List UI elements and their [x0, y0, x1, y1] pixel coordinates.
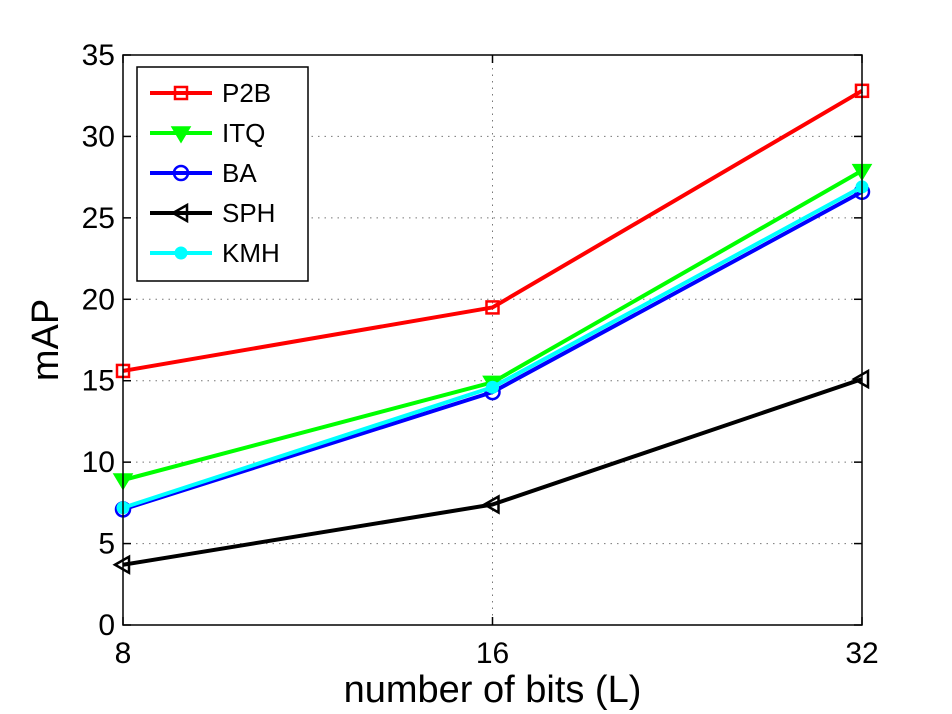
data-point-sph — [112, 554, 131, 575]
legend-item-sph: SPH — [150, 198, 275, 228]
y-tick-label: 30 — [82, 120, 115, 153]
y-tick-label: 10 — [82, 446, 115, 479]
data-point-sph — [851, 368, 870, 390]
grid-lines — [123, 55, 862, 625]
legend-item-ba: BA — [150, 158, 257, 188]
legend-label-kmh: KMH — [222, 238, 280, 268]
data-point-sph — [481, 494, 500, 515]
series-line-p2b — [122, 89, 864, 373]
legend-marker-itq — [170, 126, 192, 144]
legend-label-p2b: P2B — [222, 78, 271, 108]
axis-ticks: 0 5 10 15 20 25 30 35 8 16 32 — [82, 39, 879, 670]
legend-item-itq: ITQ — [150, 118, 265, 148]
data-point-p2b — [485, 300, 500, 315]
y-axis-title: mAP — [25, 299, 67, 381]
x-tick-label: 32 — [845, 637, 878, 670]
series-kmh — [116, 180, 869, 515]
y-tick-label: 15 — [82, 365, 115, 398]
legend-marker-p2b — [173, 85, 189, 101]
legend-marker-ba — [172, 164, 190, 182]
legend-marker-kmh — [174, 246, 188, 260]
y-tick-label: 35 — [82, 39, 115, 72]
y-tick-label: 20 — [82, 283, 115, 316]
y-tick-label: 5 — [98, 528, 115, 561]
x-tick-label: 16 — [476, 637, 509, 670]
legend-label-ba: BA — [222, 158, 257, 188]
x-axis-title: number of bits (L) — [344, 669, 642, 711]
legend-item-p2b: P2B — [150, 78, 271, 108]
series-sph — [112, 368, 870, 575]
y-tick-label: 25 — [82, 202, 115, 235]
legend: P2B ITQ BA SPH KMH — [136, 66, 309, 282]
series-group — [112, 83, 873, 575]
data-point-kmh — [486, 380, 499, 394]
series-line-sph — [122, 377, 863, 567]
legend-label-sph: SPH — [222, 198, 275, 228]
x-tick-label: 8 — [115, 637, 132, 670]
legend-label-itq: ITQ — [222, 118, 265, 148]
legend-item-kmh: KMH — [150, 238, 280, 268]
legend-marker-sph — [170, 202, 189, 224]
y-tick-label: 0 — [98, 609, 115, 642]
